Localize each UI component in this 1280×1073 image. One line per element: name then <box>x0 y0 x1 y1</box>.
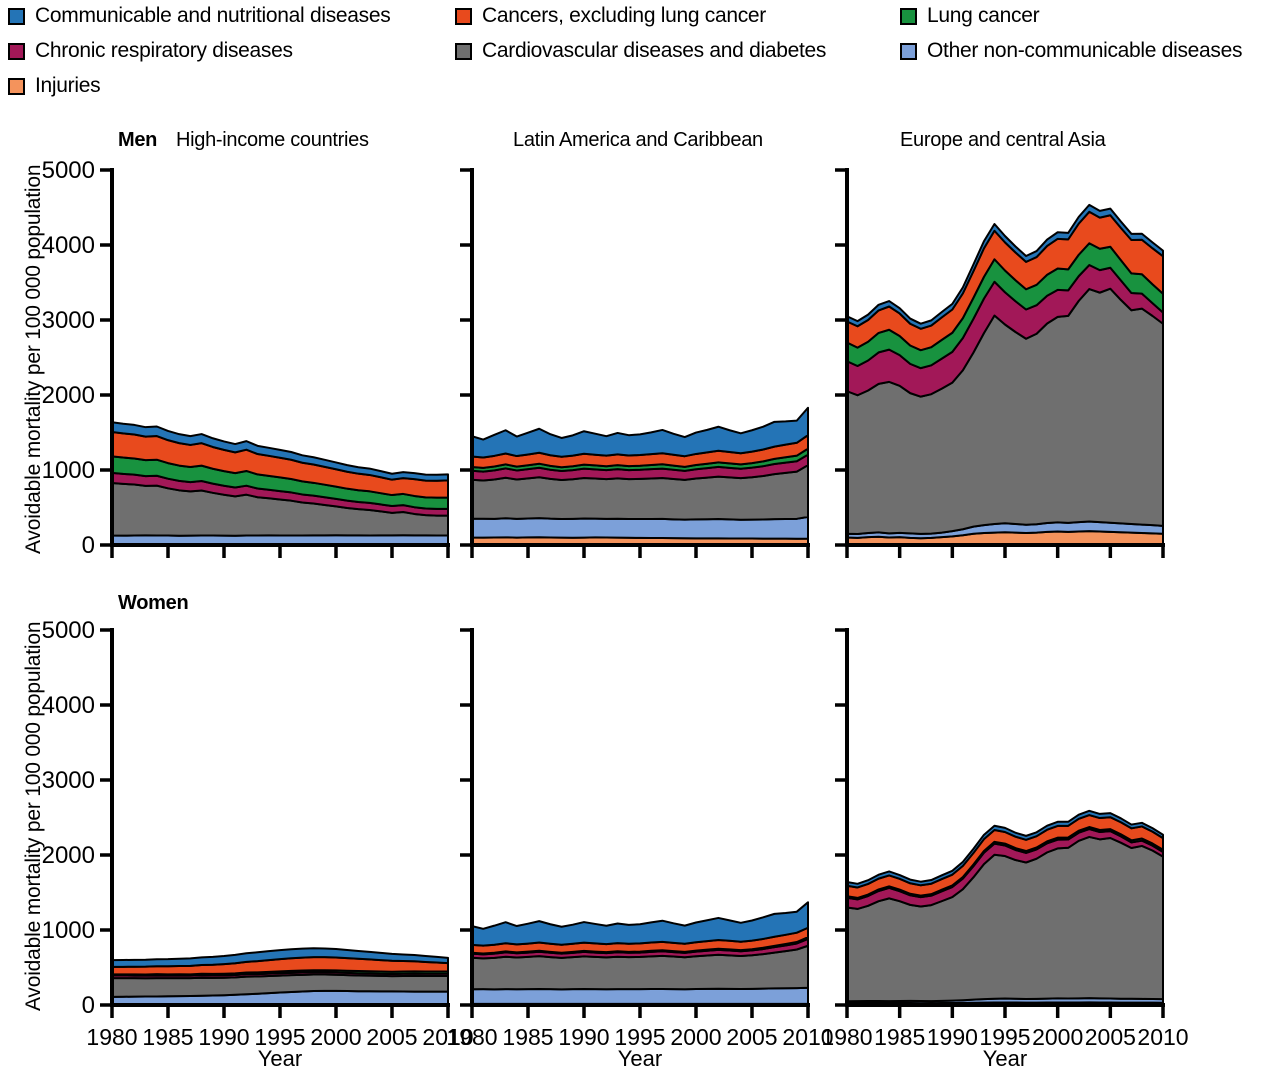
area-band-cvd_diabetes <box>846 835 1164 1003</box>
area-band-communicable <box>111 421 449 482</box>
x-axis-label-year-1: Year <box>257 1046 303 1071</box>
x-tick-label: 2010 <box>1137 1024 1188 1050</box>
legend-item-chronic-resp: Chronic respiratory diseases <box>8 39 293 63</box>
y-tick-label: 0 <box>82 532 95 559</box>
legend-item-cvd: Cardiovascular diseases and diabetes <box>455 39 826 63</box>
legend-item-other-ncd: Other non-communicable diseases <box>900 39 1243 63</box>
x-tick-label: 1985 <box>142 1024 193 1050</box>
x-tick-label: 1980 <box>821 1024 872 1050</box>
x-tick-label: 1980 <box>86 1024 137 1050</box>
y-tick-label: 2000 <box>42 382 95 409</box>
x-tick-label: 2005 <box>726 1024 777 1050</box>
y-tick-label: 3000 <box>42 307 95 334</box>
x-tick-label: 1995 <box>614 1024 665 1050</box>
y-tick-label: 4000 <box>42 232 95 259</box>
area-band-other_ncd <box>111 534 449 546</box>
y-tick-label: 1000 <box>42 917 95 944</box>
chart-men-latin-america <box>460 168 810 558</box>
legend-item-communicable: Communicable and nutritional diseases <box>8 4 391 28</box>
x-tick-label: 2010 <box>422 1024 473 1050</box>
x-tick-label: 2005 <box>366 1024 417 1050</box>
legend-item-lung-cancer: Lung cancer <box>900 4 1040 28</box>
legend-swatch-chronic-resp-icon <box>8 42 25 60</box>
x-axis-label-year-2: Year <box>617 1046 663 1071</box>
legend-label-lung-cancer: Lung cancer <box>927 4 1040 27</box>
x-tick-label: 1990 <box>198 1024 249 1050</box>
legend-swatch-cvd-icon <box>455 42 472 60</box>
legend-swatch-cancers-icon <box>455 7 472 25</box>
legend-swatch-communicable-icon <box>8 7 25 25</box>
x-tick-label: 2010 <box>782 1024 833 1050</box>
y-tick-label: 0 <box>82 992 95 1019</box>
y-tick-label: 5000 <box>42 157 95 184</box>
legend-label-cvd: Cardiovascular diseases and diabetes <box>482 39 827 62</box>
x-tick-label: 1995 <box>979 1024 1030 1050</box>
x-tick-label: 2000 <box>670 1024 721 1050</box>
legend-label-cancers: Cancers, excluding lung cancer <box>482 4 766 27</box>
legend-label-injuries: Injuries <box>35 74 101 97</box>
legend-swatch-other-ncd-icon <box>900 42 917 60</box>
area-band-communicable <box>111 947 449 968</box>
area-band-communicable <box>846 203 1164 330</box>
y-tick-label: 2000 <box>42 842 95 869</box>
y-tick-label: 5000 <box>42 617 95 644</box>
legend-item-injuries: Injuries <box>8 74 101 98</box>
y-tick-label: 3000 <box>42 767 95 794</box>
area-band-communicable <box>846 809 1164 889</box>
x-tick-label: 2000 <box>310 1024 361 1050</box>
panel-title-latin-america: Latin America and Caribbean <box>513 129 763 151</box>
row-label-women: Women <box>118 592 189 614</box>
y-tick-label: 1000 <box>42 457 95 484</box>
legend-label-other-ncd: Other non-communicable diseases <box>927 39 1243 62</box>
x-axis-label-year-3: Year <box>982 1046 1028 1071</box>
area-band-communicable <box>471 901 809 947</box>
legend-swatch-injuries-icon <box>8 77 25 95</box>
chart-women-europe-central-asia: 1980 1985 1990 1995 2000 2005 2010 <box>821 628 1189 1050</box>
x-tick-label: 2000 <box>1032 1024 1083 1050</box>
row-label-men: Men <box>118 129 158 151</box>
x-tick-label: 1985 <box>874 1024 925 1050</box>
legend-swatch-lung-cancer-icon <box>900 7 917 25</box>
chart-men-high-income: 0 1000 2000 3000 4000 5000 <box>42 157 450 559</box>
panel-title-europe: Europe and central Asia <box>900 129 1106 151</box>
legend-label-communicable: Communicable and nutritional diseases <box>35 4 391 27</box>
area-band-communicable <box>471 406 809 459</box>
chart-men-europe-central-asia <box>835 168 1165 558</box>
y-tick-label: 4000 <box>42 692 95 719</box>
legend-label-chronic-resp: Chronic respiratory diseases <box>35 39 293 62</box>
x-tick-label: 1995 <box>254 1024 305 1050</box>
x-tick-label: 1980 <box>446 1024 497 1050</box>
x-tick-label: 1990 <box>927 1024 978 1050</box>
x-tick-label: 1985 <box>502 1024 553 1050</box>
legend-item-cancers: Cancers, excluding lung cancer <box>455 4 766 28</box>
chart-women-latin-america: 1980 1985 1990 1995 2000 2005 2010 <box>446 628 834 1050</box>
x-tick-label: 2005 <box>1085 1024 1136 1050</box>
panel-title-high-income: High-income countries <box>176 129 369 151</box>
x-tick-label: 1990 <box>558 1024 609 1050</box>
